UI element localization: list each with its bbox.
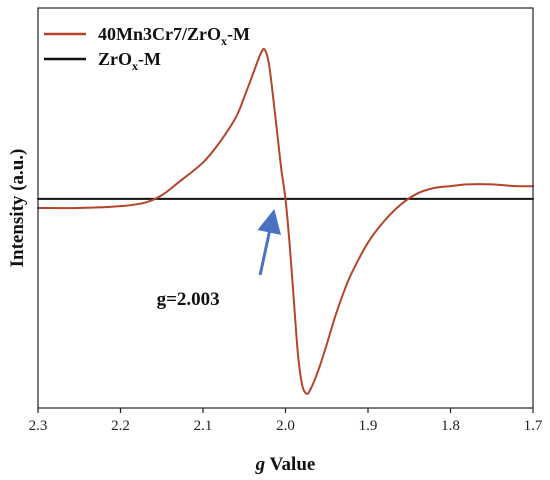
legend-text-base: ZrO [98, 49, 132, 69]
x-tick-label: 1.7 [524, 418, 543, 434]
x-tick-label: 2.0 [276, 418, 295, 434]
x-axis-label-italic: g [255, 454, 266, 475]
x-axis-label-rest: Value [265, 454, 315, 475]
x-tick-label: 1.8 [441, 418, 460, 434]
legend-text-suffix: -M [227, 24, 250, 44]
x-tick-label: 2.2 [111, 418, 130, 434]
series-line-0 [37, 48, 534, 395]
x-tick-label: 2.1 [194, 418, 213, 434]
y-axis-label: Intensity (a.u.) [7, 149, 28, 268]
legend-entry-1: ZrOx-M [98, 49, 161, 73]
legend-text-sub: x [221, 34, 227, 48]
annotation-arrow [257, 209, 281, 276]
legend-entry-0: 40Mn3Cr7/ZrOx-M [98, 24, 250, 48]
legend-text-sub: x [132, 59, 138, 73]
x-tick-label: 2.3 [29, 418, 48, 434]
legend-text-suffix: -M [138, 49, 161, 69]
annotation-label: g=2.003 [157, 289, 220, 310]
x-axis-label: g Value [255, 454, 316, 475]
x-tick-label: 1.9 [359, 418, 378, 434]
legend-text-base: 40Mn3Cr7/ZrO [98, 24, 221, 44]
